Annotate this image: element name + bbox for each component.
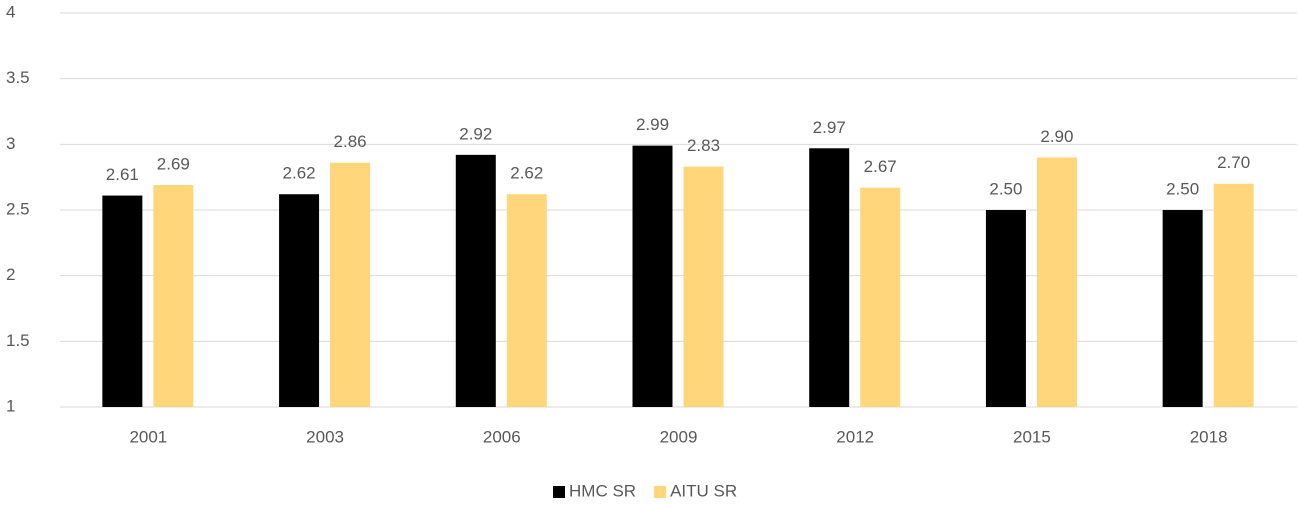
bar <box>632 145 673 407</box>
x-tick-label: 2006 <box>483 427 521 446</box>
x-tick-label: 2003 <box>306 427 344 446</box>
value-label: 2.69 <box>157 155 190 174</box>
value-label: 2.70 <box>1217 153 1250 172</box>
legend-label: AITU SR <box>670 481 737 500</box>
bar <box>279 194 320 407</box>
bar <box>809 148 850 408</box>
y-tick-label: 4 <box>6 2 15 21</box>
bar <box>330 162 371 407</box>
value-label: 2.50 <box>989 179 1022 198</box>
value-label: 2.99 <box>636 115 669 134</box>
value-label: 2.92 <box>459 124 492 143</box>
value-label: 2.83 <box>687 136 720 155</box>
x-tick-label: 2018 <box>1190 427 1228 446</box>
y-tick-label: 2 <box>6 265 15 284</box>
bar <box>455 154 496 407</box>
bar <box>1036 157 1077 407</box>
x-tick-label: 2015 <box>1013 427 1051 446</box>
bar <box>1162 210 1203 407</box>
y-tick-label: 1 <box>6 396 15 415</box>
value-label: 2.67 <box>864 157 897 176</box>
value-label: 2.61 <box>106 165 139 184</box>
legend-label: HMC SR <box>569 481 636 500</box>
bar <box>860 187 901 407</box>
value-label: 2.90 <box>1040 127 1073 146</box>
legend-swatch <box>553 486 565 498</box>
x-tick-label: 2001 <box>129 427 167 446</box>
value-label: 2.62 <box>283 164 316 183</box>
bar <box>102 195 143 407</box>
y-tick-label: 3 <box>6 134 15 153</box>
y-tick-label: 1.5 <box>6 331 30 350</box>
bar <box>506 194 547 407</box>
value-label: 2.86 <box>334 132 367 151</box>
bar <box>985 210 1026 407</box>
y-tick-label: 3.5 <box>6 68 30 87</box>
bar <box>1213 183 1254 407</box>
bar <box>683 166 724 407</box>
legend-swatch <box>654 486 667 498</box>
value-label: 2.62 <box>510 164 543 183</box>
x-tick-label: 2012 <box>836 427 874 446</box>
x-tick-label: 2009 <box>660 427 698 446</box>
bar <box>153 185 194 407</box>
value-label: 2.50 <box>1166 179 1199 198</box>
value-label: 2.97 <box>813 118 846 137</box>
y-tick-label: 2.5 <box>6 199 30 218</box>
